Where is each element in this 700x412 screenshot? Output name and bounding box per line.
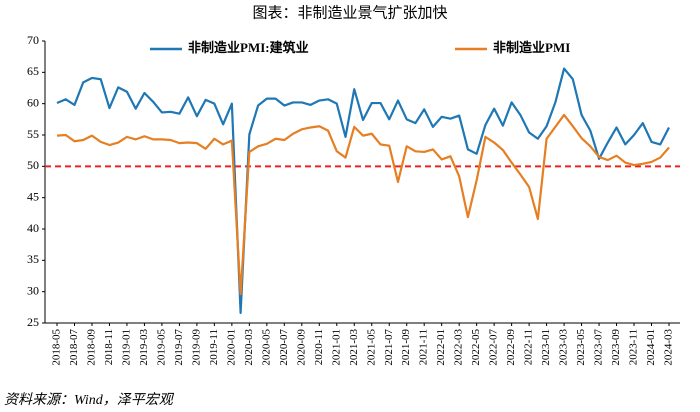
x-tick-label: 2022-01 bbox=[435, 329, 447, 366]
x-tick-label: 2023-01 bbox=[540, 329, 552, 366]
x-tick-label: 2019-09 bbox=[190, 329, 202, 366]
x-tick-label: 2023-09 bbox=[610, 329, 622, 366]
x-tick-label: 2019-11 bbox=[208, 329, 220, 365]
x-tick-label: 2023-05 bbox=[575, 329, 587, 366]
x-tick-label: 2021-05 bbox=[365, 329, 377, 366]
x-tick-label: 2020-07 bbox=[278, 329, 290, 366]
x-tick-label: 2023-11 bbox=[628, 329, 640, 365]
x-tick-label: 2024-03 bbox=[663, 329, 675, 366]
chart-title: 图表：非制造业景气扩张加快 bbox=[252, 4, 447, 21]
x-tick-label: 2022-11 bbox=[523, 329, 535, 365]
x-tick-label: 2018-07 bbox=[68, 329, 80, 366]
x-tick-label: 2018-05 bbox=[51, 329, 63, 366]
x-tick-label: 2020-09 bbox=[295, 329, 307, 366]
line-series bbox=[56, 113, 670, 296]
y-tick-label: 30 bbox=[27, 283, 39, 297]
x-tick-label: 2022-07 bbox=[488, 329, 500, 366]
x-tick-label: 2022-05 bbox=[470, 329, 482, 366]
x-tick-label: 2023-07 bbox=[593, 329, 605, 366]
x-tick-label: 2023-03 bbox=[558, 329, 570, 366]
y-tick-label: 35 bbox=[27, 252, 39, 266]
x-tick-label: 2019-01 bbox=[120, 329, 132, 366]
x-tick-label: 2021-07 bbox=[383, 329, 395, 366]
y-tick-label: 50 bbox=[27, 158, 39, 172]
y-tick-label: 45 bbox=[27, 189, 39, 203]
x-tick-label: 2019-05 bbox=[155, 329, 167, 366]
x-tick-label: 2019-03 bbox=[138, 329, 150, 366]
x-tick-label: 2018-11 bbox=[103, 329, 115, 365]
x-tick-label: 2024-01 bbox=[645, 329, 657, 366]
x-tick-label: 2018-09 bbox=[86, 329, 98, 366]
x-tick-label: 2021-09 bbox=[400, 329, 412, 366]
x-tick-label: 2021-11 bbox=[418, 329, 430, 365]
y-tick-label: 55 bbox=[27, 127, 39, 141]
x-tick-label: 2021-03 bbox=[348, 329, 360, 366]
line-series bbox=[56, 67, 670, 315]
legend-label: 非制造业PMI bbox=[493, 40, 570, 55]
x-tick-label: 2022-03 bbox=[453, 329, 465, 366]
y-tick-label: 25 bbox=[27, 315, 39, 329]
y-tick-label: 70 bbox=[27, 33, 39, 47]
legend-label: 非制造业PMI:建筑业 bbox=[188, 40, 309, 55]
x-tick-label: 2022-09 bbox=[505, 329, 517, 366]
x-tick-label: 2020-03 bbox=[243, 329, 255, 366]
x-tick-label: 2020-11 bbox=[313, 329, 325, 365]
y-tick-label: 60 bbox=[27, 95, 39, 109]
source-note: 资料来源：Wind，泽平宏观 bbox=[4, 392, 175, 408]
y-tick-label: 65 bbox=[27, 64, 39, 78]
x-tick-label: 2019-07 bbox=[173, 329, 185, 366]
x-tick-label: 2021-01 bbox=[330, 329, 342, 366]
y-tick-label: 40 bbox=[27, 221, 39, 235]
x-tick-label: 2020-01 bbox=[225, 329, 237, 366]
x-tick-label: 2020-05 bbox=[260, 329, 272, 366]
